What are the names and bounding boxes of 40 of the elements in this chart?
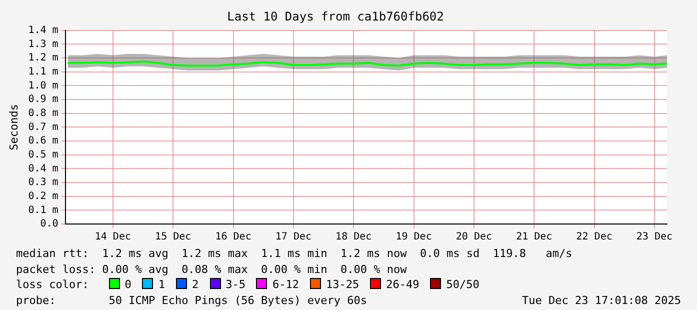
- y-tick-label: 0.3 m: [28, 177, 58, 188]
- y-axis-title: Seconds: [7, 104, 20, 150]
- y-tick-label: 1.2 m: [28, 52, 58, 64]
- legend-label: 3-5: [224, 278, 246, 291]
- x-tick-label: 20 Dec: [456, 232, 492, 243]
- text: packet loss: 0.00 % avg 0.08 % max 0.00 % min 0.00 % now: [16, 262, 408, 277]
- x-tick-label: 15 Dec: [155, 232, 192, 243]
- legend-label: 0: [124, 278, 132, 291]
- y-tick-label: 1.1 m: [28, 66, 58, 78]
- text: median rtt: 1.2 ms avg 1.2 ms max 1.1 ms min 1.2 ms now 0.0 ms sd 119.8 am/s: [16, 246, 574, 262]
- y-tick-label: 0.2 m: [28, 190, 58, 202]
- y-tick-label: 1.0 m: [28, 80, 58, 92]
- text: Tue Dec 23 17:01:08 2025: [522, 292, 681, 308]
- y-tick-label: 0.4 m: [28, 163, 58, 174]
- chart-title: Last 10 Days from ca1b760fb602: [227, 9, 444, 24]
- x-tick-label: 22 Dec: [576, 232, 612, 243]
- legend-label: 13-25: [324, 278, 360, 291]
- y-tick-label: 1.4 m: [28, 24, 58, 36]
- legend-label: 26-49: [385, 278, 420, 291]
- y-tick-label: 0.8 m: [28, 108, 58, 119]
- x-tick-label: 16 Dec: [215, 232, 252, 243]
- legend-label: 2: [190, 278, 199, 291]
- x-tick-label: 19 Dec: [396, 232, 432, 243]
- y-tick-label: 0.7 m: [28, 122, 58, 133]
- y-tick-label: 0.1 m: [28, 204, 58, 216]
- y-tick-label: 0.0: [40, 218, 58, 230]
- legend-title: loss color:: [16, 278, 89, 291]
- x-tick-label: 23 Dec: [636, 232, 673, 243]
- legend-label: 6-12: [271, 278, 299, 291]
- x-tick-label: 21 Dec: [516, 232, 552, 243]
- x-tick-label: 14 Dec: [94, 232, 131, 243]
- y-tick-label: 0.5 m: [28, 149, 58, 160]
- y-tick-label: 0.6 m: [28, 136, 58, 147]
- x-tick-label: 18 Dec: [336, 232, 372, 243]
- y-tick-label: 1.3 m: [28, 38, 58, 50]
- text: probe: 50 ICMP Echo Pings (56 Bytes) every 60s: [16, 294, 367, 306]
- legend-label: 50/50: [445, 278, 480, 291]
- legend-label: 1: [157, 278, 165, 291]
- y-tick-label: 0.9 m: [28, 94, 58, 106]
- x-tick-label: 17 Dec: [275, 232, 312, 243]
